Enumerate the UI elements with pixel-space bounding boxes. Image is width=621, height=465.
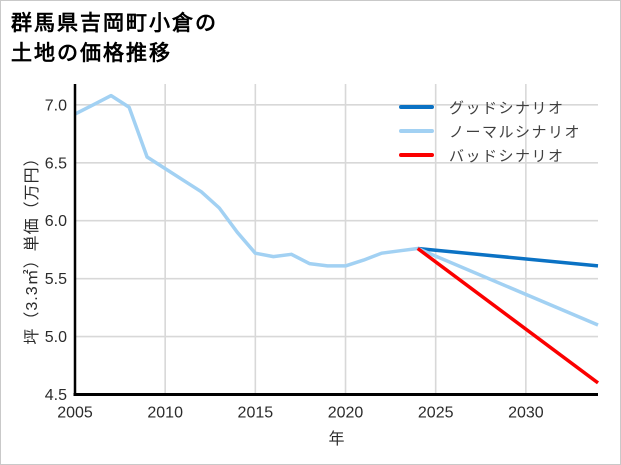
y-axis-label: 坪（3.3㎡）単価（万円）: [24, 149, 41, 345]
legend: グッドシナリオ ノーマルシナリオ バッドシナリオ: [399, 95, 581, 167]
x-tick-label-2025: 2025: [418, 405, 454, 422]
y-tick-label-6.5: 6.5: [45, 155, 67, 172]
y-tick-label-6.0: 6.0: [45, 213, 67, 230]
series-line-normal: [417, 246, 599, 327]
y-tick-label-7.0: 7.0: [45, 97, 67, 114]
series-line-good: [417, 246, 599, 268]
chart-title: 群馬県吉岡町小倉の 土地の価格推移: [11, 9, 218, 69]
series-line-historical: [74, 93, 418, 268]
x-tick-label-2020: 2020: [328, 405, 364, 422]
legend-label-bad: バッドシナリオ: [449, 147, 565, 165]
series-line-bad: [416, 247, 600, 385]
bad-scenario-line-swatch: [399, 153, 434, 157]
y-tick-label-5.0: 5.0: [45, 329, 67, 346]
chart-title-line1: 群馬県吉岡町小倉の: [11, 12, 218, 35]
x-tick-label-2030: 2030: [508, 405, 544, 422]
good-scenario-line-swatch: [399, 105, 434, 109]
y-tick-label-5.5: 5.5: [45, 271, 67, 288]
legend-label-normal: ノーマルシナリオ: [449, 123, 582, 141]
y-tick-label-4.5: 4.5: [45, 387, 67, 404]
x-tick-label-2010: 2010: [147, 405, 183, 422]
x-tick-label-2015: 2015: [238, 405, 274, 422]
legend-item-normal: ノーマルシナリオ: [399, 119, 581, 143]
chart-title-line2: 土地の価格推移: [11, 42, 172, 65]
normal-scenario-line-swatch: [399, 129, 434, 133]
legend-label-good: グッドシナリオ: [449, 99, 565, 117]
x-tick-label-2005: 2005: [57, 405, 93, 422]
x-axis-label: 年: [328, 431, 345, 448]
legend-item-good: グッドシナリオ: [399, 95, 581, 119]
legend-item-bad: バッドシナリオ: [399, 143, 581, 167]
